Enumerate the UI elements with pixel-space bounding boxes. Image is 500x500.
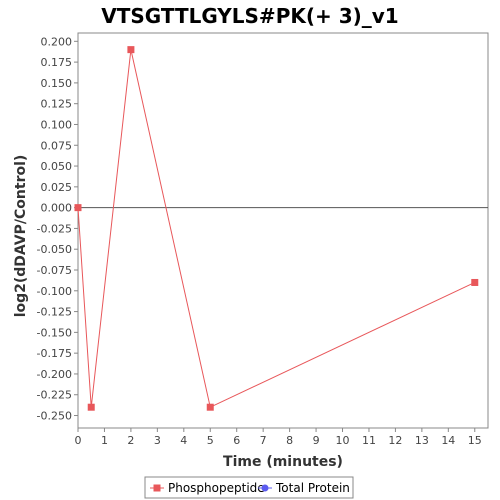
y-tick-label: -0.075	[37, 264, 72, 277]
y-tick-label: -0.050	[37, 243, 72, 256]
legend-marker	[261, 484, 269, 492]
x-tick-label: 10	[336, 434, 350, 447]
y-tick-label: -0.125	[37, 306, 72, 319]
x-tick-label: 1	[101, 434, 108, 447]
x-tick-label: 7	[260, 434, 267, 447]
x-tick-label: 12	[388, 434, 402, 447]
legend: Phosphopeptide Total Protein	[144, 476, 354, 499]
x-tick-label: 5	[207, 434, 214, 447]
y-tick-label: 0.000	[41, 202, 73, 215]
data-point	[206, 403, 214, 411]
y-tick-label: -0.175	[37, 347, 72, 360]
y-tick-label: -0.200	[37, 368, 72, 381]
x-tick-label: 3	[154, 434, 161, 447]
y-axis-label: log2(dDAVP/Control)	[13, 155, 29, 318]
x-tick-label: 11	[362, 434, 376, 447]
y-axis: 0.200 0.175 0.150 0.125 0.100 0.075 0.050 0.025…	[37, 35, 78, 423]
plot-area	[77, 32, 489, 429]
y-tick-label: -0.250	[37, 410, 72, 423]
x-tick-label: 6	[233, 434, 240, 447]
x-axis: 0 1 2 3 4 5 6 7 8 9 10 11 12 13 14 15	[75, 428, 482, 447]
data-point	[471, 278, 479, 286]
y-tick-label: 0.150	[41, 77, 73, 90]
x-tick-label: 8	[286, 434, 293, 447]
y-tick-label: 0.175	[41, 56, 73, 69]
x-tick-label: 4	[180, 434, 187, 447]
data-point	[87, 403, 95, 411]
y-tick-label: 0.125	[41, 98, 73, 111]
data-point	[74, 204, 82, 212]
legend-label: Phosphopeptide	[168, 481, 265, 495]
x-tick-label: 14	[441, 434, 455, 447]
y-tick-label: 0.100	[41, 118, 73, 131]
y-tick-label: 0.025	[41, 181, 73, 194]
x-tick-label: 0	[75, 434, 82, 447]
y-tick-label: 0.050	[41, 160, 73, 173]
y-tick-label: 0.075	[41, 139, 73, 152]
x-tick-label: 15	[468, 434, 482, 447]
legend-label: Total Protein	[275, 481, 350, 495]
x-tick-label: 13	[415, 434, 429, 447]
legend-marker	[153, 484, 161, 492]
y-tick-label: -0.100	[37, 285, 72, 298]
data-point	[127, 46, 135, 54]
y-tick-label: -0.025	[37, 222, 72, 235]
legend-box	[144, 476, 354, 499]
x-tick-label: 9	[313, 434, 320, 447]
chart-title: VTSGTTLGYLS#PK(+ 3)_v1	[101, 4, 398, 28]
y-tick-label: -0.150	[37, 326, 72, 339]
series-layer	[74, 46, 479, 411]
x-tick-label: 2	[127, 434, 134, 447]
y-tick-label: -0.225	[37, 389, 72, 402]
y-tick-label: 0.200	[41, 35, 73, 48]
x-axis-label: Time (minutes)	[223, 454, 343, 470]
